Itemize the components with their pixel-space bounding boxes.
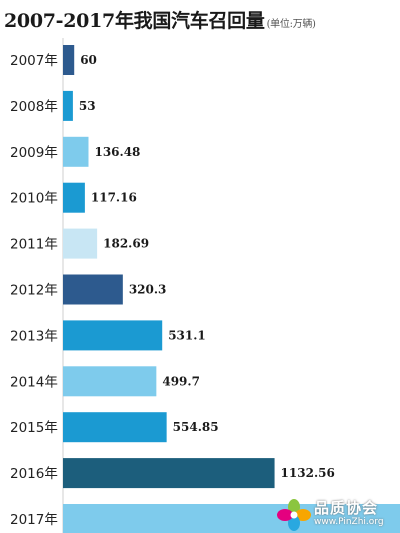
- bar: [63, 412, 167, 443]
- category-label: 2016年: [10, 466, 58, 482]
- unit-label: (单位:万辆): [266, 19, 316, 30]
- category-label: 2014年: [10, 374, 58, 390]
- bar: [63, 458, 275, 489]
- value-label: 117.16: [91, 191, 137, 205]
- watermark-logo: 品质协会 www.PinZhi.org: [274, 496, 400, 533]
- bar: [63, 274, 123, 305]
- bar: [63, 45, 75, 75]
- bar: [63, 320, 163, 351]
- bar: [63, 182, 85, 213]
- flower-logo-icon: [277, 499, 311, 531]
- value-label: 499.7: [162, 374, 200, 388]
- value-label: 531.1: [168, 328, 206, 342]
- category-label: 2017年: [10, 512, 58, 528]
- value-label: 554.85: [173, 420, 219, 434]
- bar: [63, 90, 73, 121]
- category-label: 2013年: [10, 328, 58, 344]
- bar: [63, 228, 98, 259]
- category-label: 2012年: [10, 283, 58, 299]
- category-label: 2007年: [10, 53, 58, 69]
- watermark-name: 品质协会: [314, 499, 379, 517]
- category-label: 2011年: [10, 237, 58, 253]
- category-label: 2010年: [10, 191, 58, 207]
- category-label: 2009年: [10, 145, 58, 161]
- chart-title: 2007-2017年我国汽车召回量 (单位:万辆): [4, 10, 316, 32]
- value-label: 60: [80, 53, 97, 67]
- category-label: 2008年: [10, 99, 58, 115]
- watermark-url: www.PinZhi.org: [314, 517, 384, 527]
- bar: [63, 366, 157, 397]
- value-label: 53: [79, 99, 96, 113]
- value-label: 136.48: [94, 145, 140, 159]
- bar: [63, 136, 89, 167]
- bar: [63, 504, 400, 533]
- value-label: 1132.56: [281, 466, 335, 480]
- value-label: 182.69: [103, 237, 149, 251]
- bars-group: 2007年 60 2008年 53 2009年 136.48 2010年 117.16 2011…: [10, 45, 400, 533]
- value-label: 320.3: [129, 283, 167, 297]
- category-label: 2015年: [10, 420, 58, 436]
